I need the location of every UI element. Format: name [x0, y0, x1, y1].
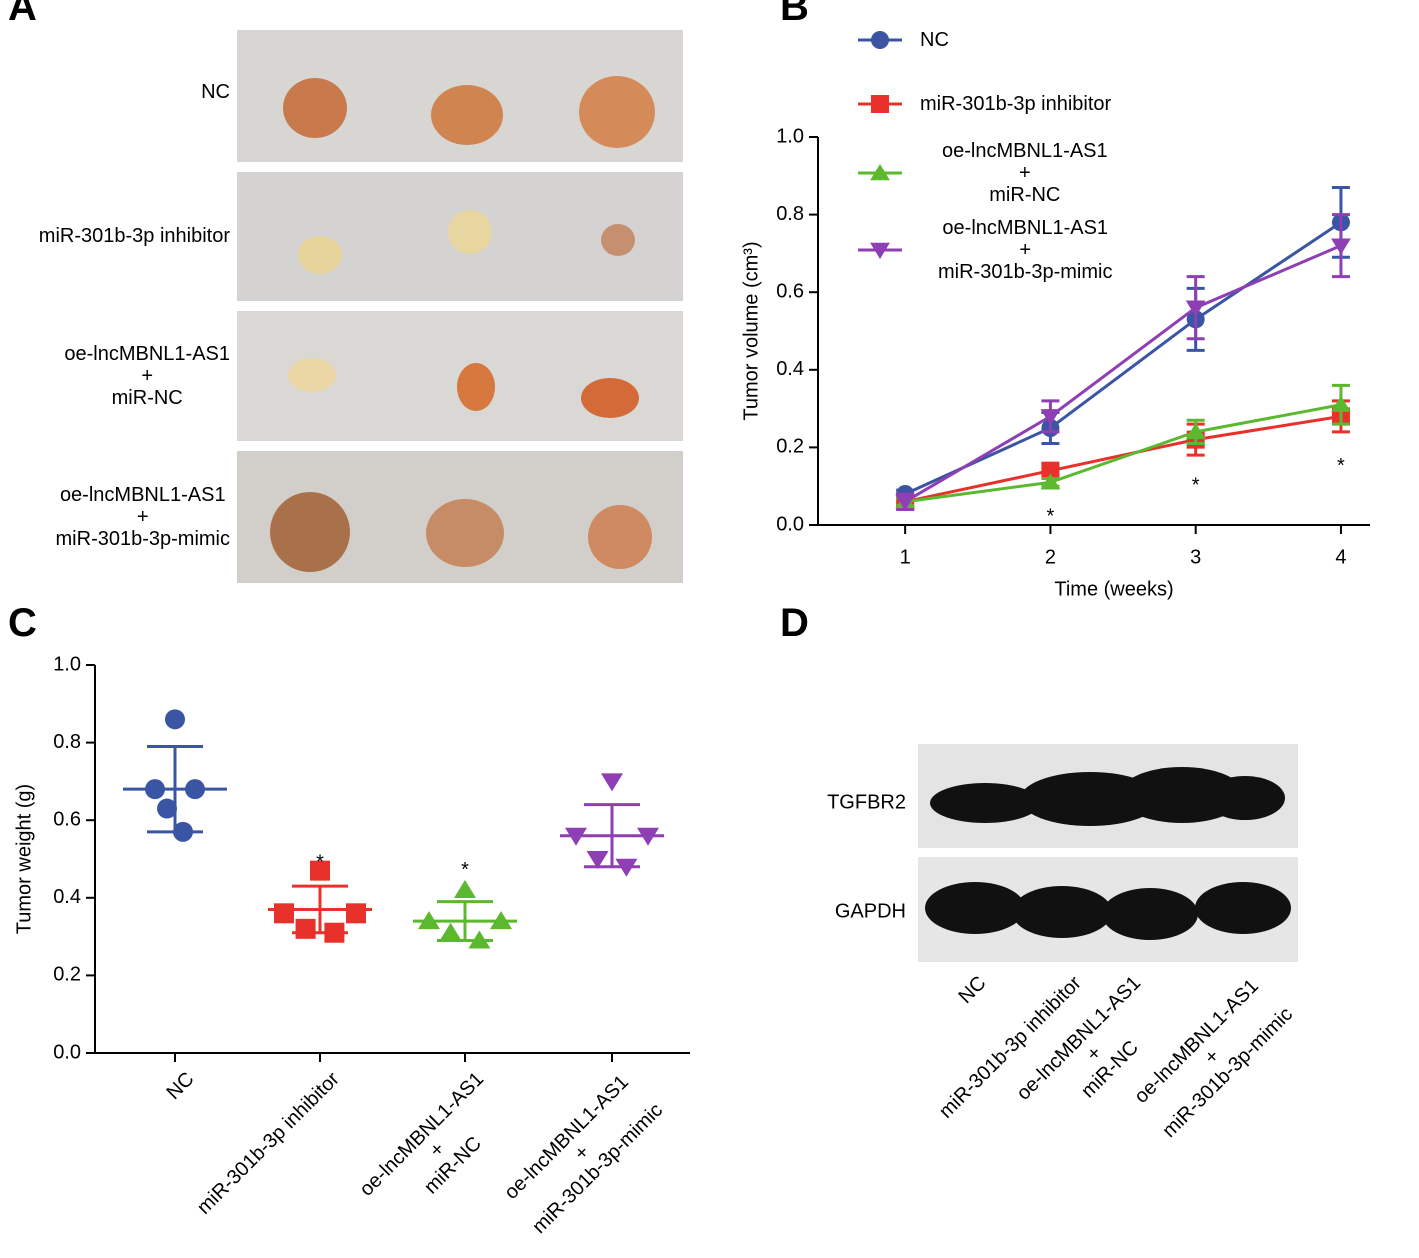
marker [1185, 422, 1206, 440]
marker [1040, 409, 1061, 426]
tumor [426, 499, 504, 567]
x-tick-label: 1 [900, 546, 911, 568]
marker [346, 903, 366, 924]
marker [1185, 300, 1206, 317]
y-tick-label: 0.8 [776, 203, 804, 225]
tumor [298, 236, 342, 274]
series-line [904, 403, 1342, 504]
row-label: NC [201, 81, 230, 103]
sd-bar [292, 884, 348, 935]
y-tick-label: 1.0 [53, 653, 81, 675]
y-tick-label: 0.2 [53, 964, 81, 986]
marker [1331, 395, 1351, 412]
marker [310, 860, 330, 881]
y-axis-title: Tumor weight (g) [13, 784, 35, 934]
annotation: * [1337, 455, 1345, 477]
series-line [904, 221, 1342, 496]
y-tick-label: 0.6 [776, 280, 804, 302]
row-label: miR-301b-3p inhibitor [38, 225, 230, 247]
marker [870, 242, 890, 259]
y-axis-title: Tumor volume (cm³) [740, 241, 762, 420]
x-tick-label: 2 [1045, 546, 1056, 568]
band-label: GAPDH [835, 900, 906, 922]
photo-panel [237, 30, 683, 583]
y-tick-label: 0.8 [53, 731, 81, 753]
annotation: * [1047, 506, 1055, 528]
blot-band [925, 882, 1025, 934]
blot-band [1012, 886, 1112, 938]
marker [454, 880, 476, 899]
marker [274, 903, 294, 924]
tumor [288, 358, 336, 392]
marker [157, 798, 177, 819]
blot-band [1205, 776, 1285, 820]
marker [295, 918, 316, 939]
row-label: oe-lncMBNL1-AS1 + miR-301b-3p-mimic [55, 484, 230, 550]
panel-letter: A [8, 0, 37, 29]
tumor [448, 210, 492, 254]
tumor [581, 378, 639, 418]
y-tick-label: 1.0 [776, 125, 804, 147]
blot-panel [918, 744, 1298, 962]
tumor [431, 85, 503, 145]
annotation: * [461, 859, 469, 881]
panel-letter: D [780, 601, 809, 645]
row-label: oe-lncMBNL1-AS1 + miR-NC [64, 343, 230, 409]
series-line [904, 414, 1342, 504]
tumor [270, 492, 350, 572]
blot-band [1102, 888, 1198, 940]
sd-bar [437, 900, 493, 942]
legend-label: oe-lncMBNL1-AS1 + miR-301b-3p-mimic [938, 217, 1113, 283]
y-tick-label: 0.4 [53, 886, 81, 908]
x-tick-label: 4 [1335, 546, 1346, 568]
legend-label: oe-lncMBNL1-AS1 + miR-NC [942, 140, 1108, 206]
series-line [904, 244, 1342, 504]
marker [439, 922, 462, 941]
annotation: * [316, 851, 324, 873]
marker [1041, 461, 1060, 480]
legend-label: miR-301b-3p inhibitor [920, 93, 1112, 115]
panel-letter: C [8, 601, 37, 645]
sd-bar [147, 744, 203, 834]
y-tick-label: 0.2 [776, 436, 804, 458]
marker [870, 164, 890, 181]
marker [586, 851, 609, 869]
marker [601, 773, 623, 792]
y-tick-label: 0.4 [776, 358, 804, 380]
blot-band [1195, 882, 1291, 934]
x-tick-label: 3 [1190, 546, 1201, 568]
marker [871, 95, 889, 113]
tumor [283, 78, 347, 138]
marker [165, 709, 185, 730]
tumor [457, 363, 495, 411]
tumor [588, 505, 652, 569]
y-tick-label: 0.6 [53, 808, 81, 830]
marker [1331, 238, 1351, 255]
y-tick-label: 0.0 [776, 513, 804, 535]
marker [871, 31, 889, 49]
sd-bar [584, 803, 640, 869]
x-axis-title: Time (weeks) [1054, 578, 1173, 600]
band-label: TGFBR2 [827, 791, 906, 813]
legend-label: NC [920, 29, 949, 51]
tumor [601, 224, 635, 256]
y-tick-label: 0.0 [53, 1041, 81, 1063]
marker [1040, 473, 1061, 490]
panel-letter: B [780, 0, 809, 29]
tumor [579, 76, 655, 148]
annotation: * [1192, 475, 1200, 497]
blot-band [930, 783, 1040, 823]
marker [895, 494, 916, 511]
